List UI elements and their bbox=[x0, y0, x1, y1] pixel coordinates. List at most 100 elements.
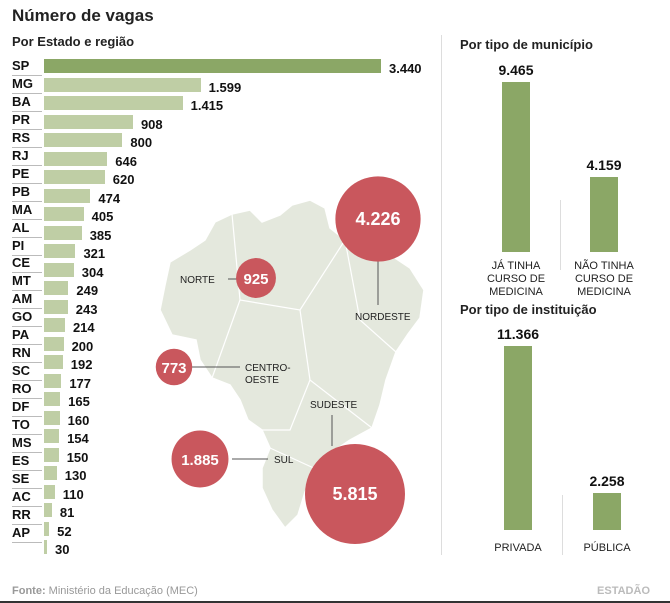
label-rule bbox=[12, 505, 42, 507]
bar-sp bbox=[44, 59, 381, 73]
bar-category: NÃO TINHA CURSO DE MEDICINA bbox=[574, 260, 634, 298]
bar-ro bbox=[44, 392, 61, 406]
state-chart-title: Por Estado e região bbox=[12, 34, 135, 49]
label-rule bbox=[12, 451, 42, 453]
brazil-shape bbox=[159, 199, 425, 530]
bar-rj bbox=[44, 151, 108, 166]
label-rule bbox=[12, 164, 42, 166]
label-rule bbox=[12, 92, 42, 94]
bar-value: 154 bbox=[67, 431, 89, 446]
label-rule bbox=[12, 218, 42, 220]
bar-value: 150 bbox=[66, 449, 89, 465]
bubble-sul bbox=[171, 430, 229, 488]
region-label: SUL bbox=[274, 455, 294, 466]
bar-value: 243 bbox=[75, 301, 98, 317]
bar-value: 192 bbox=[70, 357, 93, 372]
bubble-nordeste bbox=[335, 176, 421, 262]
label-rule bbox=[12, 416, 42, 418]
state-label: SE bbox=[12, 470, 30, 486]
instituicao-chart-title: Por tipo de instituição bbox=[460, 302, 597, 317]
bar-2-0 bbox=[502, 82, 530, 252]
bar-value: 11.366 bbox=[496, 326, 540, 342]
bar-mg bbox=[44, 77, 201, 92]
source-label: Fonte: bbox=[12, 585, 46, 597]
bar-se bbox=[44, 484, 55, 499]
bar-value: 385 bbox=[89, 227, 112, 243]
source-text: Ministério da Educação (MEC) bbox=[48, 585, 198, 597]
bar-category: PRIVADA bbox=[494, 542, 542, 554]
bar-value: 200 bbox=[71, 338, 94, 354]
bar-value: 474 bbox=[98, 190, 121, 206]
bottom-rule bbox=[0, 601, 670, 603]
state-label: RS bbox=[12, 129, 31, 145]
label-rule bbox=[12, 272, 42, 274]
bar-value: 52 bbox=[57, 523, 72, 539]
bubble-value: 5.815 bbox=[332, 484, 377, 504]
bar-value: 800 bbox=[130, 135, 153, 150]
bar-3-0 bbox=[504, 346, 532, 530]
state-label: ES bbox=[12, 452, 30, 468]
bar-value: 405 bbox=[91, 209, 114, 224]
state-label: CE bbox=[12, 255, 31, 271]
bar-pe bbox=[44, 170, 105, 184]
source-note: Fonte: Ministério da Educação (MEC) bbox=[12, 585, 198, 597]
region-label: NORDESTE bbox=[355, 312, 411, 323]
bar-value: 2.258 bbox=[589, 473, 625, 490]
state-label: AP bbox=[12, 524, 31, 540]
label-rule bbox=[12, 290, 42, 292]
label-rule bbox=[12, 398, 42, 400]
label-rule bbox=[12, 326, 42, 328]
state-label: AC bbox=[12, 488, 31, 504]
bar-rs bbox=[44, 133, 123, 147]
brand-logo: ESTADÃO bbox=[597, 585, 650, 597]
state-label: PI bbox=[12, 237, 25, 253]
bar-rr bbox=[44, 521, 50, 536]
state-label: PB bbox=[12, 183, 31, 199]
state-label: MG bbox=[12, 75, 33, 91]
label-rule bbox=[12, 128, 42, 130]
bar-am bbox=[44, 299, 68, 314]
bubble-value: 4.226 bbox=[355, 209, 400, 229]
bar-value: 646 bbox=[115, 153, 137, 169]
bar-go bbox=[44, 318, 65, 332]
state-label: PR bbox=[12, 111, 31, 127]
bar-al bbox=[44, 225, 82, 240]
bar-ap bbox=[44, 540, 47, 554]
label-rule bbox=[12, 469, 42, 471]
region-label: NORTE bbox=[180, 275, 215, 286]
label-rule bbox=[12, 182, 42, 184]
state-label: AM bbox=[12, 291, 33, 307]
region-label: OESTE bbox=[245, 375, 279, 386]
bar-value: 321 bbox=[83, 246, 106, 261]
bubble-value: 773 bbox=[161, 360, 186, 377]
bubble-value: 925 bbox=[243, 271, 268, 288]
bar-value: 620 bbox=[112, 172, 135, 187]
region-label: CENTRO- bbox=[245, 363, 291, 374]
label-rule bbox=[12, 200, 42, 202]
bubble-value: 1.885 bbox=[181, 452, 219, 469]
bar-df bbox=[44, 410, 60, 425]
label-rule bbox=[12, 487, 42, 489]
divider bbox=[441, 35, 442, 555]
state-label: AL bbox=[12, 219, 30, 235]
bar-ma bbox=[44, 207, 84, 221]
bar-to bbox=[44, 429, 60, 443]
state-label: RN bbox=[12, 345, 31, 361]
bar-value: 304 bbox=[81, 264, 104, 280]
state-label: MT bbox=[12, 273, 31, 289]
state-label: RO bbox=[12, 381, 32, 397]
bar-es bbox=[44, 466, 57, 480]
bar-pi bbox=[44, 244, 76, 258]
bar-value: 81 bbox=[59, 505, 75, 520]
bar-category: PÚBLICA bbox=[583, 542, 631, 554]
label-rule bbox=[12, 541, 42, 543]
bar-ba bbox=[44, 96, 183, 110]
bar-pa bbox=[44, 336, 64, 351]
state-label: DF bbox=[12, 399, 30, 415]
bar-value: 130 bbox=[64, 468, 87, 483]
divider bbox=[560, 200, 561, 270]
state-label: GO bbox=[12, 309, 33, 325]
bar-value: 110 bbox=[62, 486, 84, 502]
label-rule bbox=[12, 523, 42, 525]
